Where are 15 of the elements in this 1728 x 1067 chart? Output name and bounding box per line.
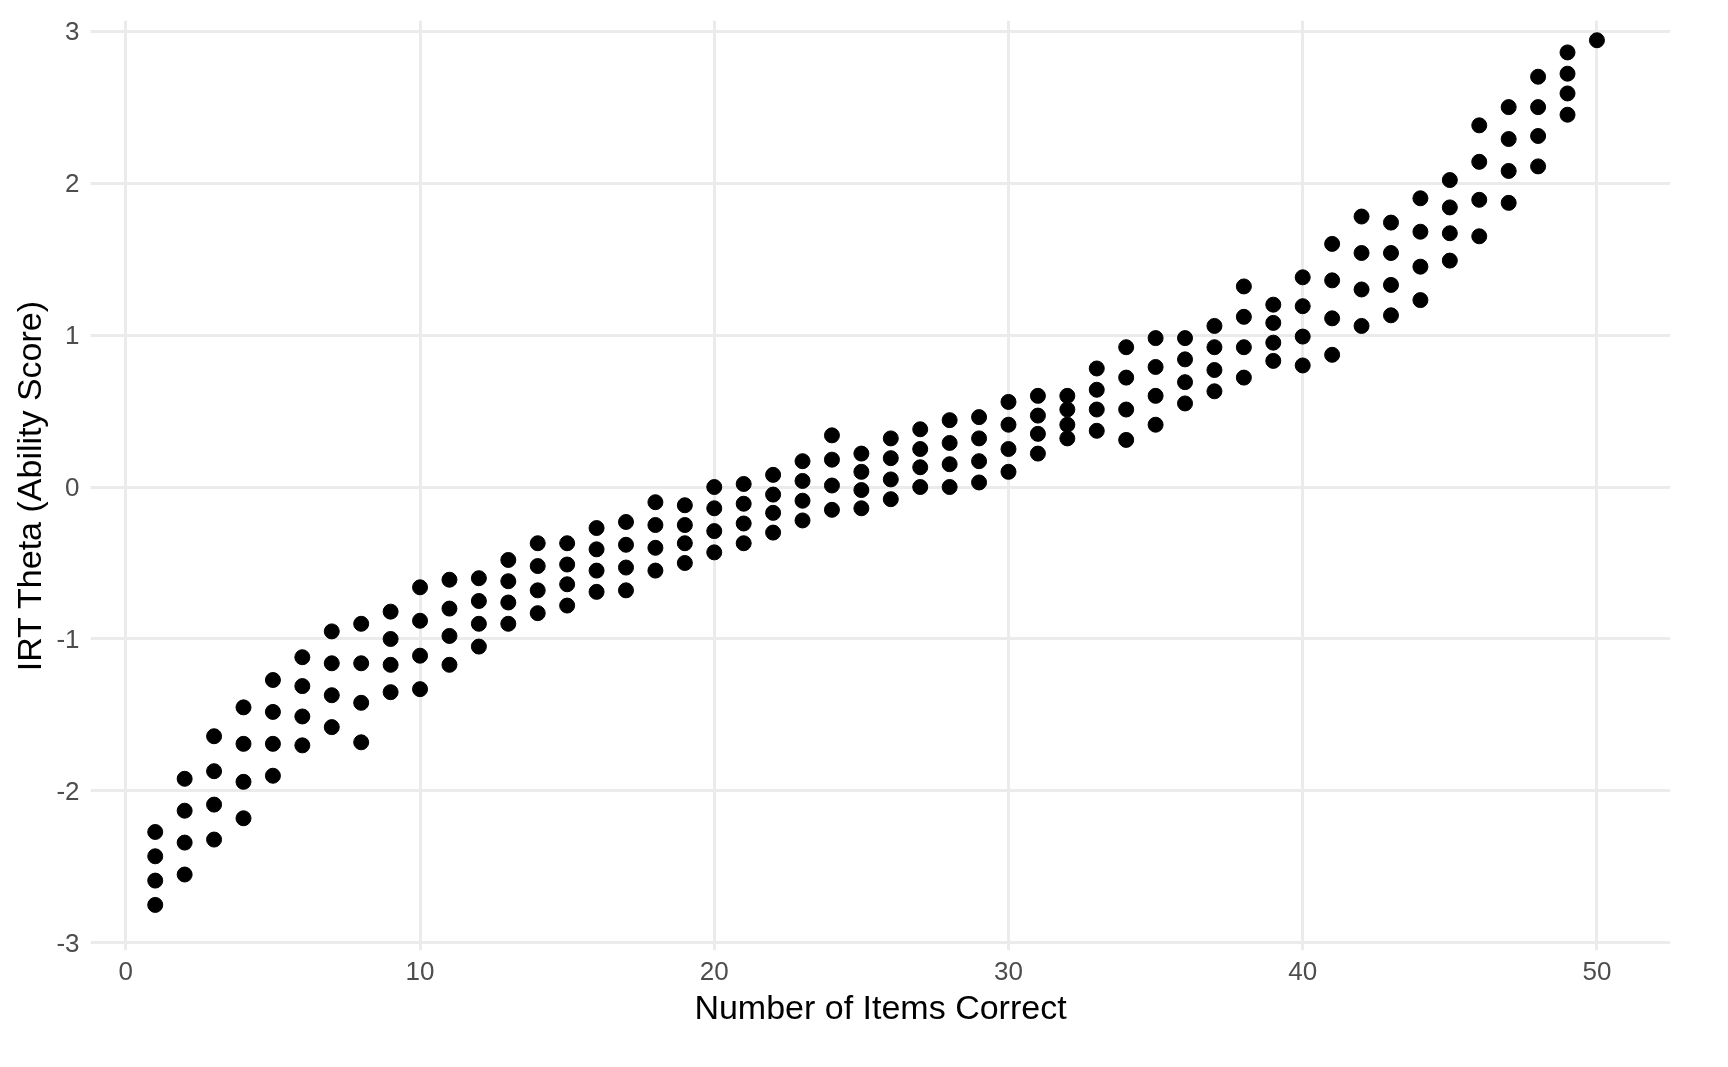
y-tick-label: 2 <box>65 168 80 199</box>
x-tick-label: 50 <box>1582 955 1612 986</box>
y-tick-label: -2 <box>56 775 80 806</box>
y-tick-label: -3 <box>56 927 80 958</box>
y-tick-label: 1 <box>65 320 80 351</box>
x-tick-label: 20 <box>699 955 729 986</box>
y-axis-title: IRT Theta (Ability Score) <box>10 300 49 672</box>
x-tick-label: 30 <box>994 955 1023 986</box>
x-tick-label: 40 <box>1288 955 1318 986</box>
x-tick-label: 10 <box>405 955 435 986</box>
y-tick-label: -1 <box>56 623 80 654</box>
x-tick-label: 0 <box>118 955 134 986</box>
x-axis-title: Number of Items Correct <box>694 987 1068 1026</box>
y-tick-label: 3 <box>65 16 80 47</box>
y-tick-label: 0 <box>65 472 80 503</box>
